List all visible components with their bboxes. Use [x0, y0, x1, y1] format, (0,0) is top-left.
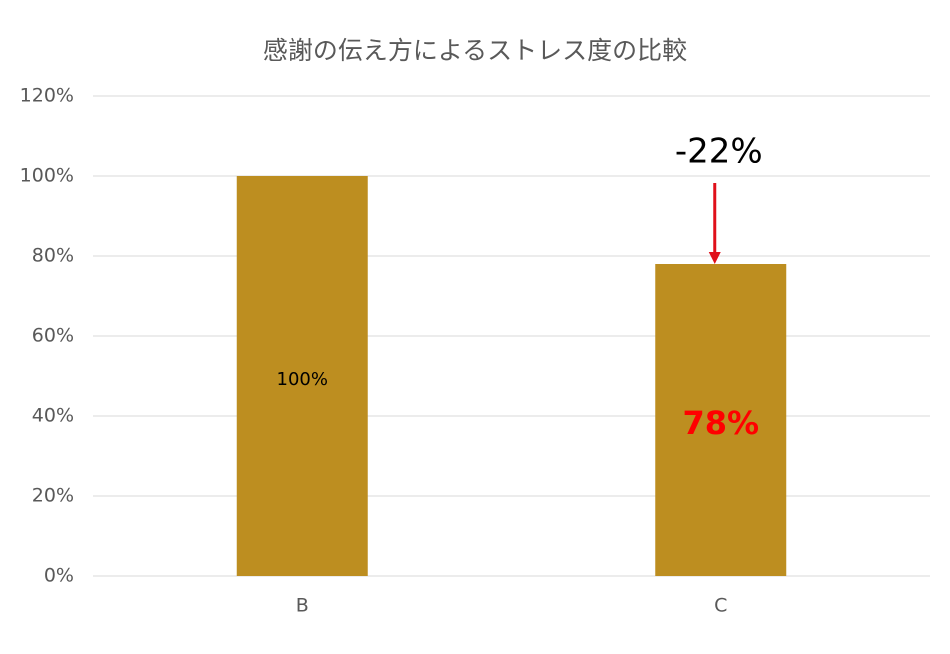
bar: [236, 176, 368, 576]
bar: [655, 264, 787, 576]
y-tick-label: 80%: [32, 245, 74, 267]
y-tick-label: 40%: [32, 405, 74, 427]
y-tick-label: 120%: [20, 85, 74, 107]
y-tick-label: 0%: [44, 565, 74, 587]
value-label: 100%: [277, 369, 328, 390]
chart-title: 感謝の伝え方によるストレス度の比較: [263, 36, 687, 65]
y-tick-label: 100%: [20, 165, 74, 187]
y-tick-label: 60%: [32, 325, 74, 347]
x-tick-label: B: [296, 595, 309, 617]
x-tick-label: C: [714, 595, 727, 617]
y-tick-label: 20%: [32, 485, 74, 507]
value-label: 78%: [682, 404, 759, 442]
annotation: -22%: [675, 132, 763, 172]
annotation-arrowhead: [708, 252, 721, 264]
